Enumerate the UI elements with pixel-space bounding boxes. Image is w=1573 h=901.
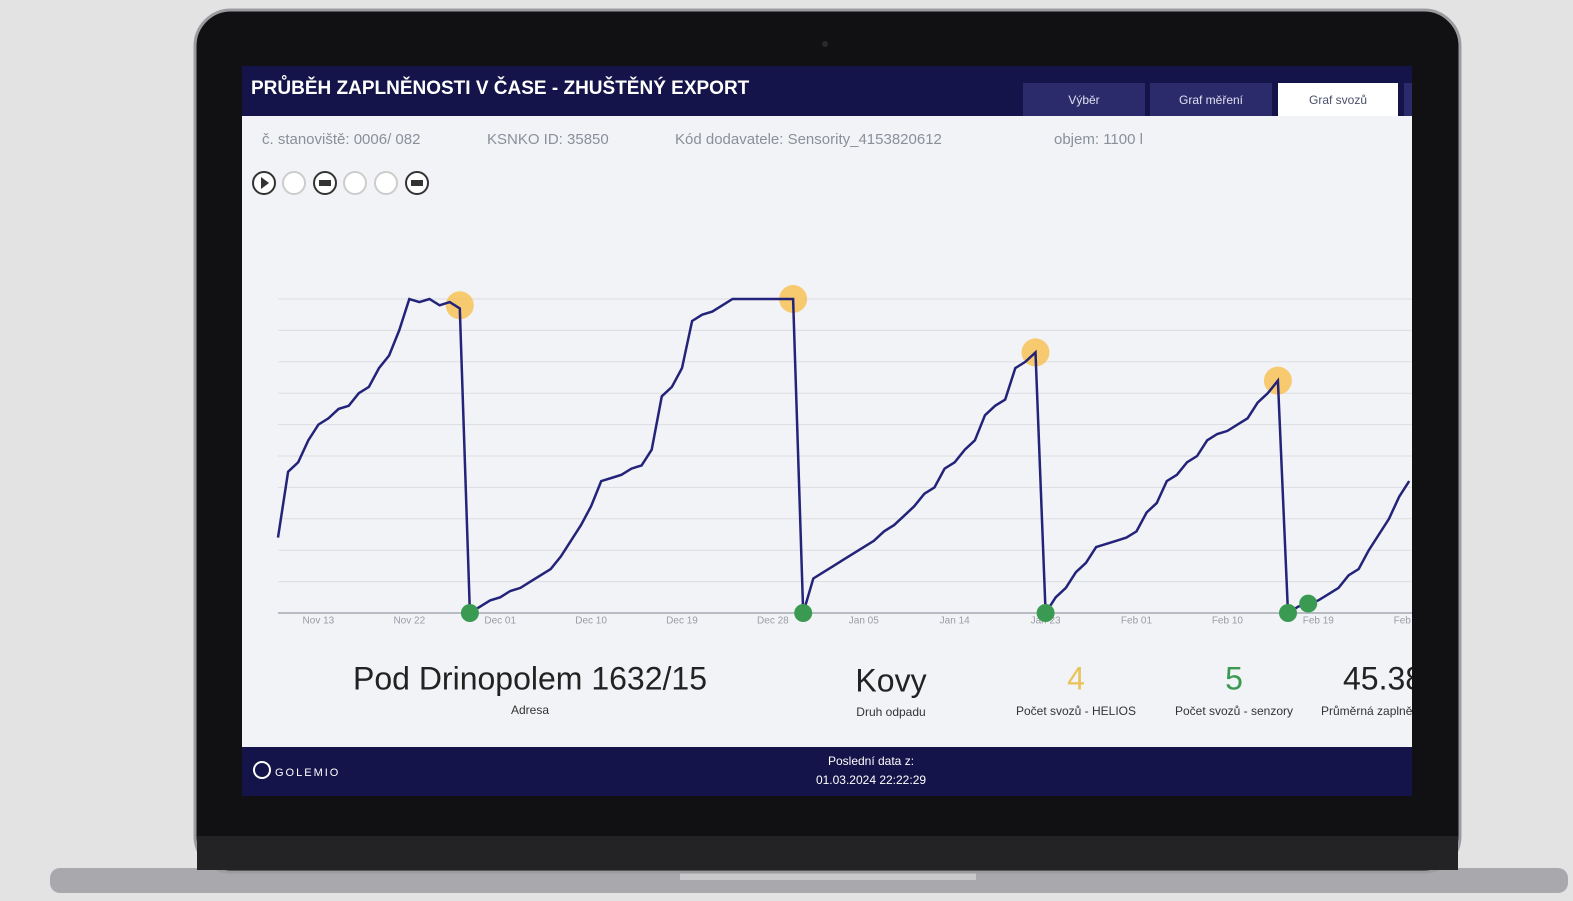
info-text: č. stanoviště: 0006/ 082	[262, 131, 420, 148]
info-text: Kód dodavatele: Sensority_4153820612	[675, 131, 942, 148]
x-tick-label: Feb 01	[1121, 616, 1153, 627]
control-icon	[411, 180, 423, 186]
stat-value: 5	[1225, 660, 1243, 696]
pause-button[interactable]	[283, 172, 305, 194]
x-tick-label: Jan 05	[849, 616, 879, 627]
stat-value: Pod Drinopolem 1632/15	[353, 660, 707, 696]
tab-label[interactable]: Graf měření	[1179, 93, 1244, 107]
sensor-pickup-marker	[461, 604, 479, 622]
x-tick-label: Feb 10	[1212, 616, 1244, 627]
stat-label: Počet svozů - senzory	[1175, 704, 1293, 718]
stat-value: Kovy	[855, 662, 926, 698]
laptop-screenshot: PRŮBĚH ZAPLNĚNOSTI V ČASE - ZHUŠTĚNÝ EXP…	[0, 0, 1573, 896]
laptop-chin	[197, 836, 1458, 870]
x-tick-label: Jan 14	[940, 616, 970, 627]
logo-text: GOLEMIO	[275, 767, 340, 779]
x-tick-label: Dec 10	[575, 616, 607, 627]
stat-value: 4	[1067, 660, 1085, 696]
stat-label: Druh odpadu	[856, 705, 925, 719]
page-title: PRŮBĚH ZAPLNĚNOSTI V ČASE - ZHUŠTĚNÝ EXP…	[251, 76, 750, 99]
sensor-pickup-marker	[1279, 604, 1297, 622]
screen: PRŮBĚH ZAPLNĚNOSTI V ČASE - ZHUŠTĚNÝ EXP…	[242, 66, 1436, 796]
sensor-pickup-marker	[1037, 604, 1055, 622]
control-button[interactable]	[344, 172, 366, 194]
stat-value: 45.38	[1343, 660, 1423, 696]
camera	[822, 41, 828, 47]
info-text: objem: 1100 l	[1054, 131, 1143, 148]
footer-label: Poslední data z:	[828, 754, 914, 768]
sensor-pickup-marker	[1299, 595, 1317, 613]
stat-label: Počet svozů - HELIOS	[1016, 704, 1136, 718]
footer-date: 01.03.2024 22:22:29	[816, 773, 926, 787]
x-tick-label: Nov 13	[303, 616, 335, 627]
control-icon	[319, 180, 331, 186]
x-tick-label: Dec 28	[757, 616, 789, 627]
x-tick-label: Nov 22	[393, 616, 425, 627]
x-tick-label: Dec 01	[484, 616, 516, 627]
info-text: KSNKO ID: 35850	[487, 131, 609, 148]
page: PRŮBĚH ZAPLNĚNOSTI V ČASE - ZHUŠTĚNÝ EXP…	[0, 0, 1573, 896]
stat-label: Adresa	[511, 703, 549, 717]
tab-label[interactable]: Graf svozů	[1309, 93, 1367, 107]
x-tick-label: Dec 19	[666, 616, 698, 627]
control-button[interactable]	[375, 172, 397, 194]
tab-label[interactable]: Výběr	[1068, 93, 1099, 107]
x-tick-label: Feb 19	[1303, 616, 1335, 627]
sensor-pickup-marker	[794, 604, 812, 622]
